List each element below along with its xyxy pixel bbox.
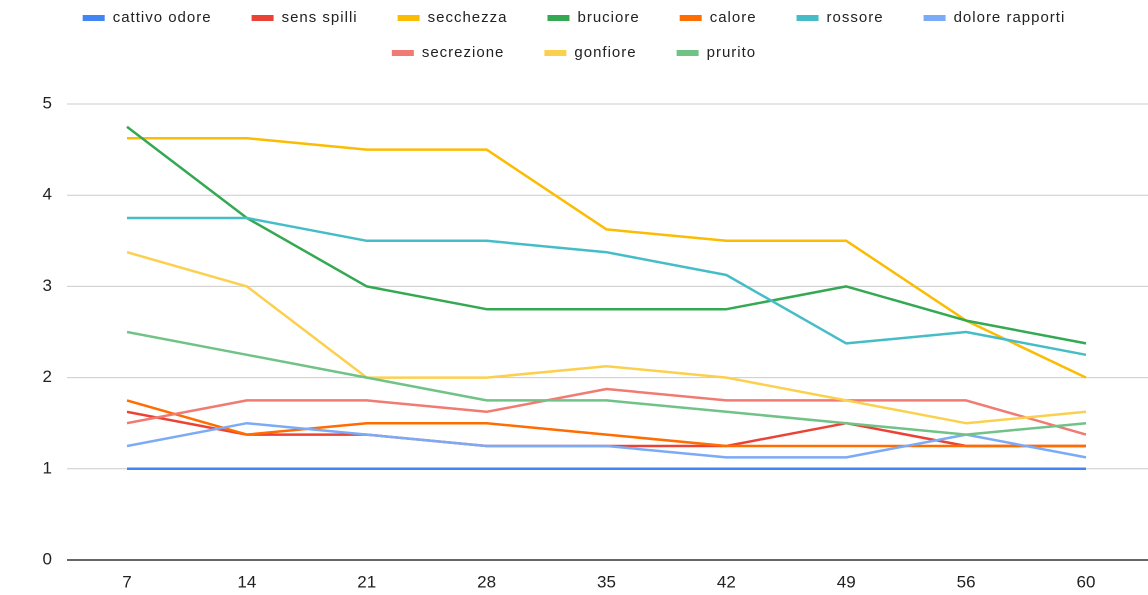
- x-tick-label: 14: [237, 572, 256, 591]
- series-line: [126, 399, 1086, 448]
- series-line: [127, 136, 1087, 379]
- x-tick-label: 7: [122, 572, 131, 591]
- x-tick-label: 49: [837, 572, 856, 591]
- series-line: [126, 387, 1087, 436]
- legend-label: rossore: [827, 9, 884, 26]
- y-tick-label: 4: [43, 185, 52, 204]
- legend-swatch: [923, 15, 946, 21]
- y-tick-label: 3: [43, 276, 52, 295]
- legend-swatch: [251, 15, 274, 21]
- legend-swatch: [796, 15, 819, 21]
- legend-label: cattivo odore: [113, 9, 212, 26]
- series-line: [126, 410, 1086, 448]
- x-tick-label: 21: [357, 572, 376, 591]
- x-tick-label: 60: [1077, 572, 1096, 591]
- y-tick-label: 1: [43, 458, 52, 477]
- legend-swatch: [544, 50, 567, 56]
- legend-label: dolore rapporti: [954, 9, 1066, 26]
- legend-label: bruciore: [577, 9, 639, 26]
- x-tick-label: 42: [717, 572, 736, 591]
- x-tick-label: 56: [957, 572, 976, 591]
- legend-label: sens spilli: [282, 9, 358, 26]
- x-tick-label: 28: [477, 572, 496, 591]
- series-line: [126, 125, 1087, 345]
- y-tick-label: 5: [43, 93, 52, 112]
- legend-swatch: [391, 50, 414, 56]
- legend-label: secrezione: [422, 44, 505, 61]
- legend-swatch: [397, 15, 420, 21]
- legend-label: calore: [710, 9, 757, 26]
- series-line: [126, 330, 1087, 436]
- series-line: [127, 216, 1087, 357]
- legend-swatch: [82, 15, 105, 21]
- series-line: [126, 421, 1087, 459]
- legend-label: prurito: [707, 44, 757, 61]
- legend-swatch: [676, 50, 699, 56]
- legend-label: secchezza: [428, 9, 508, 26]
- legend-label: gonfiore: [574, 44, 636, 61]
- y-tick-label: 2: [43, 367, 52, 386]
- x-tick-label: 35: [597, 572, 616, 591]
- legend-swatch: [547, 15, 570, 21]
- legend-swatch: [679, 15, 702, 21]
- series-line: [126, 250, 1087, 425]
- y-tick-label: 0: [43, 549, 52, 568]
